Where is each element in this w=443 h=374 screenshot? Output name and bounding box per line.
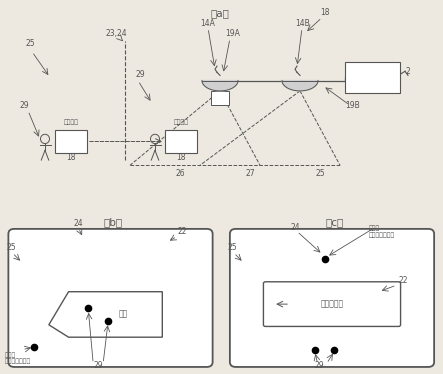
Text: 24: 24: [74, 218, 83, 228]
Text: 警备装置: 警备装置: [63, 119, 78, 125]
FancyBboxPatch shape: [8, 229, 213, 367]
Text: 29: 29: [315, 361, 324, 370]
Text: 29: 29: [93, 361, 103, 370]
Text: 27: 27: [245, 169, 255, 178]
Text: 25: 25: [315, 169, 325, 178]
Text: 25: 25: [228, 243, 237, 252]
Text: 18: 18: [176, 153, 186, 162]
Text: 2: 2: [405, 67, 410, 76]
Text: 现金运输车: 现金运输车: [321, 300, 344, 309]
Text: 小船: 小船: [118, 310, 128, 319]
Text: 24: 24: [290, 223, 299, 232]
Text: 19A: 19A: [225, 29, 240, 38]
FancyBboxPatch shape: [230, 229, 434, 367]
Text: 可疑人
（侵入异常者）: 可疑人 （侵入异常者）: [369, 226, 395, 238]
Bar: [345, 62, 400, 93]
Text: 26: 26: [175, 169, 185, 178]
Text: 29: 29: [20, 101, 30, 110]
Text: （c）: （c）: [325, 217, 344, 227]
Text: 29: 29: [135, 70, 144, 79]
Text: 25: 25: [6, 243, 16, 252]
Text: （a）: （a）: [210, 8, 229, 18]
Bar: [55, 130, 87, 153]
Text: 22: 22: [399, 276, 408, 285]
Text: 14B: 14B: [295, 19, 310, 28]
Text: 25: 25: [25, 40, 35, 49]
FancyBboxPatch shape: [264, 282, 400, 327]
Text: 可疑人
（侵入异常者）: 可疑人 （侵入异常者）: [4, 352, 31, 364]
Text: 22: 22: [177, 227, 187, 236]
Polygon shape: [282, 80, 318, 91]
Bar: [211, 91, 229, 105]
Text: 18: 18: [66, 153, 76, 162]
Text: （b）: （b）: [103, 217, 123, 227]
Polygon shape: [202, 80, 238, 91]
Text: 23,24: 23,24: [105, 29, 127, 38]
Text: 14A: 14A: [200, 19, 215, 28]
Bar: [165, 130, 197, 153]
Text: 警备解除: 警备解除: [174, 119, 189, 125]
Polygon shape: [49, 292, 162, 337]
Text: 18: 18: [320, 9, 330, 18]
Text: 19B: 19B: [345, 101, 360, 110]
